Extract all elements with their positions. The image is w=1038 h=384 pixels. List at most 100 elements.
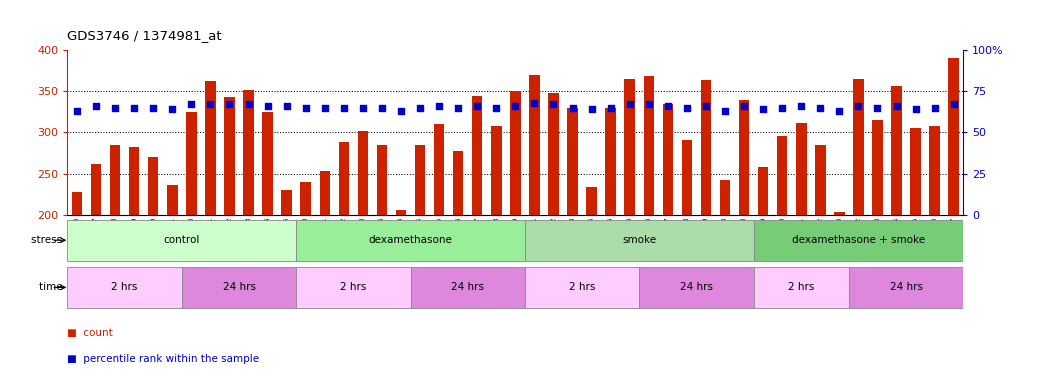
Bar [639, 267, 754, 308]
Point [755, 106, 771, 113]
Point [69, 108, 85, 114]
Bar [872, 120, 882, 215]
Bar [525, 220, 754, 260]
Bar [206, 81, 216, 215]
Bar [300, 182, 311, 215]
Point [374, 105, 390, 111]
Point [317, 105, 333, 111]
Bar [625, 79, 635, 215]
Point [431, 103, 447, 109]
Point [812, 105, 828, 111]
Text: dexamethasone: dexamethasone [368, 235, 453, 245]
Bar [167, 185, 177, 215]
Text: dexamethasone + smoke: dexamethasone + smoke [792, 235, 925, 245]
Point [659, 103, 676, 109]
Point [907, 106, 924, 113]
Text: 2 hrs: 2 hrs [340, 282, 366, 293]
Point [946, 101, 962, 108]
Bar [525, 267, 639, 308]
Bar [411, 267, 525, 308]
Bar [662, 104, 673, 215]
Bar [67, 220, 296, 260]
Point [716, 108, 733, 114]
Bar [586, 187, 597, 215]
Point [889, 103, 905, 109]
Point [583, 106, 600, 113]
Bar [510, 91, 521, 215]
Bar [358, 131, 368, 215]
Text: GDS3746 / 1374981_at: GDS3746 / 1374981_at [67, 29, 222, 42]
Text: ■  percentile rank within the sample: ■ percentile rank within the sample [67, 354, 260, 364]
Bar [491, 126, 501, 215]
Bar [243, 89, 253, 215]
Bar [719, 180, 731, 215]
Point [164, 106, 181, 113]
Point [831, 108, 848, 114]
Bar [644, 76, 654, 215]
Point [183, 101, 199, 108]
Point [698, 103, 714, 109]
Bar [296, 267, 411, 308]
Bar [320, 171, 330, 215]
Point [545, 101, 562, 108]
Text: control: control [164, 235, 200, 245]
Bar [72, 192, 82, 215]
Text: 2 hrs: 2 hrs [788, 282, 815, 293]
Bar [129, 147, 139, 215]
Bar [701, 81, 711, 215]
Point [850, 103, 867, 109]
Bar [754, 267, 849, 308]
Point [145, 105, 162, 111]
Text: 24 hrs: 24 hrs [222, 282, 255, 293]
Bar [682, 140, 692, 215]
Bar [472, 96, 483, 215]
Bar [148, 157, 159, 215]
Bar [548, 93, 558, 215]
Point [926, 105, 943, 111]
Bar [910, 128, 921, 215]
Text: 2 hrs: 2 hrs [111, 282, 138, 293]
Point [88, 103, 105, 109]
Bar [395, 210, 406, 215]
Point [126, 105, 142, 111]
Text: 24 hrs: 24 hrs [452, 282, 484, 293]
Point [202, 101, 219, 108]
Bar [186, 112, 196, 215]
Bar [892, 86, 902, 215]
Bar [182, 267, 296, 308]
Text: ■  count: ■ count [67, 328, 113, 338]
Bar [529, 74, 540, 215]
Point [602, 105, 619, 111]
Point [392, 108, 409, 114]
Bar [110, 145, 120, 215]
Point [260, 103, 276, 109]
Bar [777, 136, 788, 215]
Bar [754, 220, 963, 260]
Point [335, 105, 352, 111]
Bar [739, 100, 749, 215]
Bar [415, 145, 426, 215]
Point [869, 105, 885, 111]
Bar [296, 220, 525, 260]
Bar [949, 58, 959, 215]
Bar [67, 267, 182, 308]
Bar [453, 151, 463, 215]
Point [107, 105, 124, 111]
Text: 24 hrs: 24 hrs [680, 282, 713, 293]
Point [507, 103, 523, 109]
Point [488, 105, 504, 111]
Bar [224, 97, 235, 215]
Bar [338, 142, 349, 215]
Point [679, 105, 695, 111]
Point [736, 103, 753, 109]
Bar [835, 212, 845, 215]
Point [412, 105, 429, 111]
Point [774, 105, 791, 111]
Point [298, 105, 315, 111]
Bar [929, 126, 940, 215]
Point [565, 105, 581, 111]
Bar [796, 122, 807, 215]
Text: 24 hrs: 24 hrs [890, 282, 923, 293]
Point [449, 105, 466, 111]
Bar [758, 167, 768, 215]
